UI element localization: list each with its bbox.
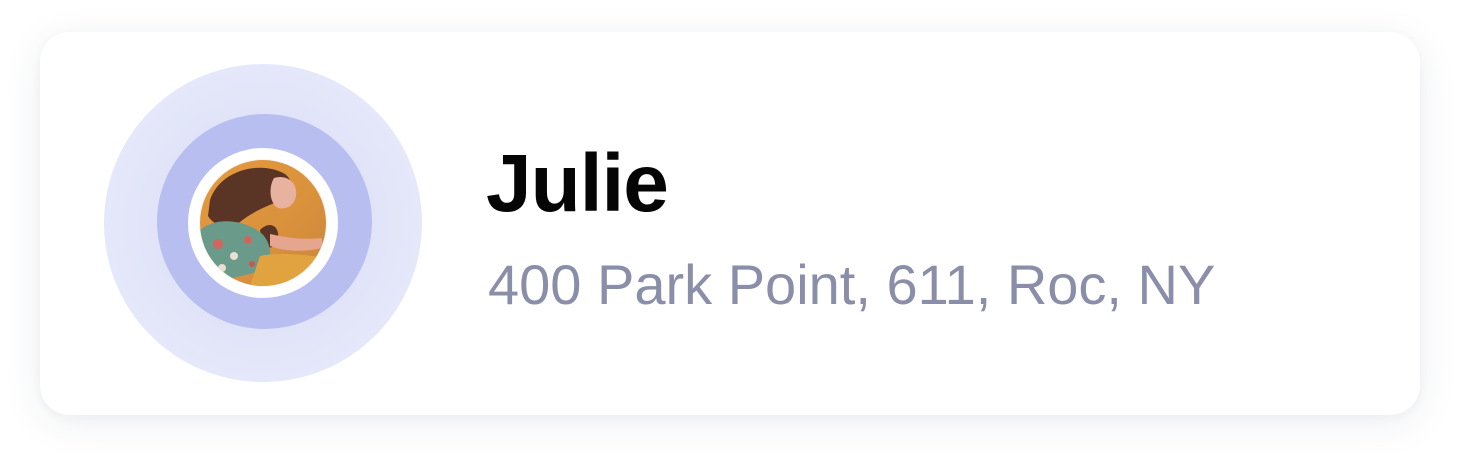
contact-name: Julie <box>486 138 669 229</box>
avatar[interactable] <box>200 160 326 286</box>
contact-address: 400 Park Point, 611, Roc, NY <box>488 253 1216 316</box>
avatar-photo-icon <box>200 160 326 286</box>
